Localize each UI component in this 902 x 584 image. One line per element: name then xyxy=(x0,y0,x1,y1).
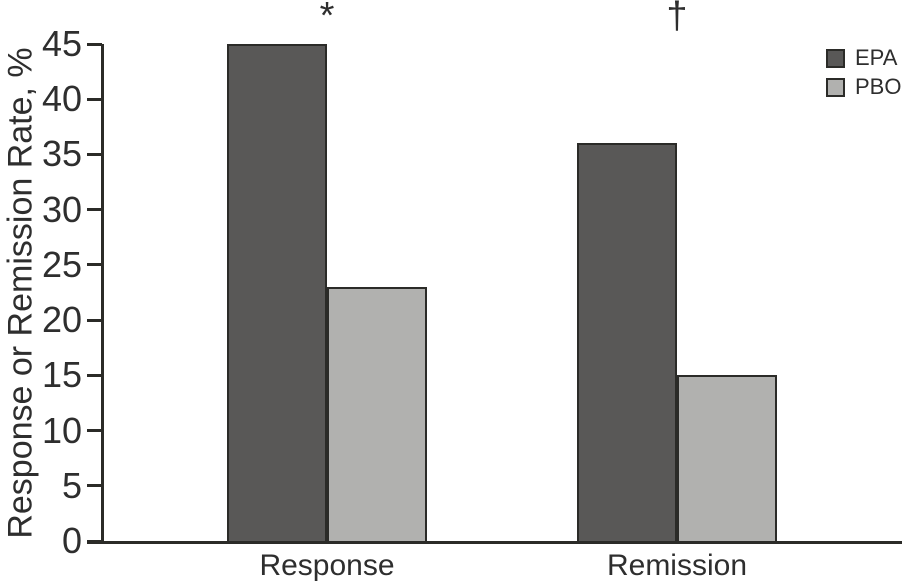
bar-epa-response xyxy=(227,44,327,543)
x-category-label-response: Response xyxy=(259,549,395,582)
y-tick-mark xyxy=(87,373,102,377)
bar-epa-remission xyxy=(577,143,677,543)
y-tick-mark xyxy=(87,318,102,322)
y-tick-mark xyxy=(87,263,102,267)
bar-pbo-response xyxy=(327,286,427,543)
y-tick-mark xyxy=(87,484,102,488)
legend-label: PBO xyxy=(855,74,902,99)
legend-label: EPA xyxy=(855,45,898,70)
y-tick-label: 25 xyxy=(41,243,82,285)
y-tick-mark xyxy=(87,152,102,156)
y-tick-label: 5 xyxy=(61,464,82,506)
significance-marker-dagger: † xyxy=(666,0,688,37)
legend-item-epa: EPA xyxy=(826,47,901,69)
x-axis-line xyxy=(87,541,902,544)
y-tick-label: 35 xyxy=(41,133,82,175)
y-tick-label: 10 xyxy=(41,409,82,451)
significance-marker-asterisk: * xyxy=(319,0,335,37)
legend-item-pbo: PBO xyxy=(826,76,901,98)
y-axis-line xyxy=(101,44,104,544)
y-tick-mark xyxy=(87,42,102,46)
y-tick-label: 0 xyxy=(61,520,82,561)
legend: EPA PBO xyxy=(826,47,901,105)
y-tick-label: 20 xyxy=(41,299,82,341)
x-category-label-remission: Remission xyxy=(606,549,748,582)
y-tick-label: 45 xyxy=(41,23,82,64)
y-tick-mark xyxy=(87,97,102,101)
legend-swatch-epa-icon xyxy=(826,48,845,68)
y-tick-mark xyxy=(87,429,102,433)
bar-pbo-remission xyxy=(677,375,777,543)
y-tick-label: 40 xyxy=(41,78,82,120)
legend-swatch-pbo-icon xyxy=(826,77,845,97)
y-tick-mark xyxy=(87,208,102,212)
y-tick-label: 15 xyxy=(41,354,82,396)
y-tick-label: 30 xyxy=(41,188,82,230)
